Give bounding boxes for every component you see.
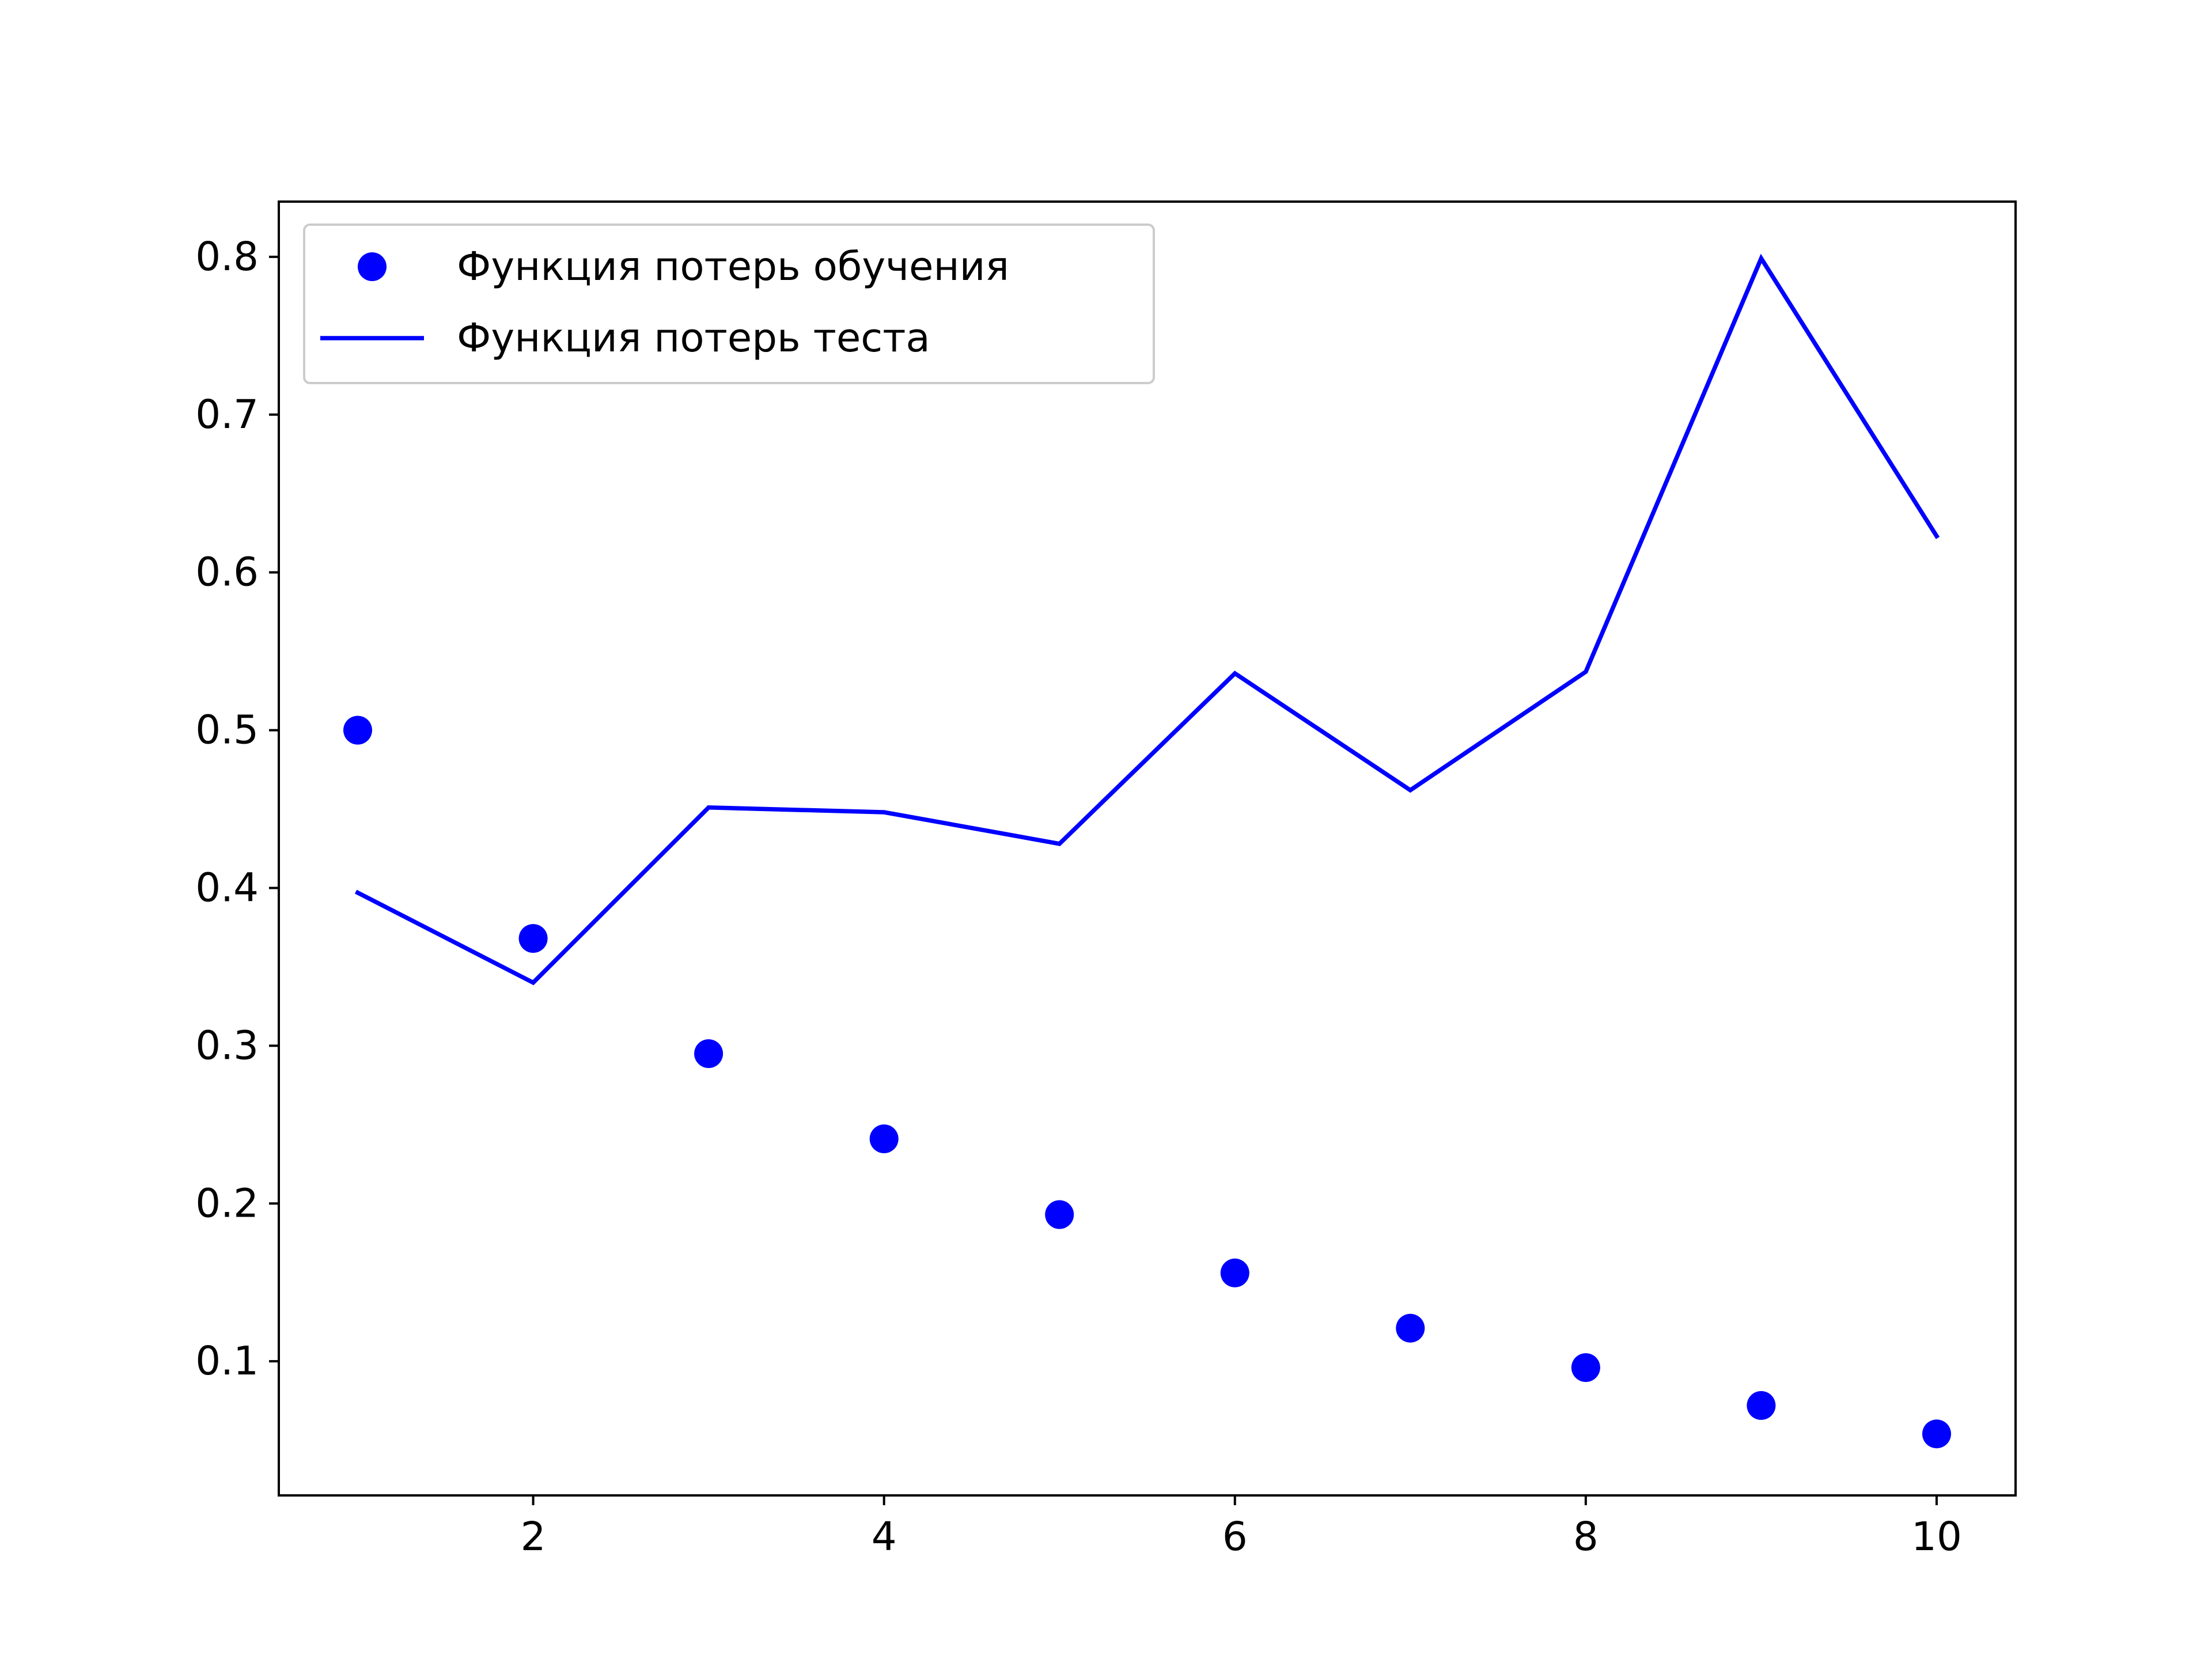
x-tick-label: 4 (872, 1514, 897, 1560)
legend-label: Функция потерь обучения (457, 244, 1009, 290)
x-tick-label: 10 (1911, 1514, 1962, 1560)
x-tick-label: 8 (1573, 1514, 1599, 1560)
legend-marker-swatch (358, 252, 387, 281)
data-point (694, 1039, 724, 1069)
data-point (1045, 1200, 1074, 1229)
data-point (343, 715, 372, 745)
y-tick-label: 0.3 (195, 1022, 259, 1069)
series-line-1 (354, 253, 1940, 986)
x-tick-label: 6 (1222, 1514, 1248, 1560)
data-point (1396, 1313, 1425, 1343)
y-tick-label: 0.1 (195, 1338, 259, 1384)
plot-frame (278, 200, 2017, 1497)
data-point (1220, 1258, 1249, 1287)
data-point (518, 924, 548, 953)
y-tick-label: 0.7 (195, 392, 259, 438)
y-tick-label: 0.2 (195, 1180, 259, 1226)
data-point (869, 1124, 899, 1153)
data-point (1571, 1353, 1600, 1382)
axes: 2 4 6 8 10 0.1 0.2 0.3 0.4 0.5 0.6 0.7 0.8 (195, 200, 2017, 1560)
y-tick-label: 0.6 (195, 550, 259, 596)
x-tick-label: 2 (521, 1514, 546, 1560)
legend: Функция потерь обучения Функция потерь те… (303, 224, 1155, 384)
data-point (1747, 1391, 1776, 1420)
y-tick-label: 0.8 (195, 234, 259, 280)
y-tick-label: 0.4 (195, 865, 259, 911)
data-point (1922, 1419, 1951, 1449)
y-tick-label: 0.5 (195, 707, 259, 753)
plot-area (343, 253, 1951, 1449)
legend-label: Функция потерь теста (457, 315, 930, 361)
legend-box (303, 224, 1155, 384)
